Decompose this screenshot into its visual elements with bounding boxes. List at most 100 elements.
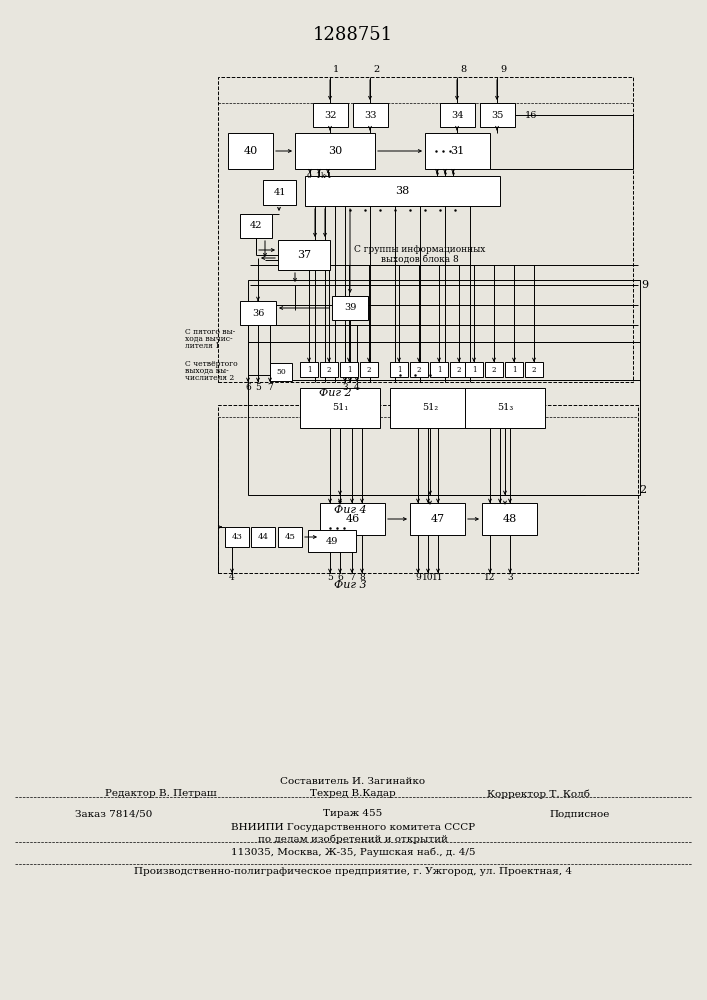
Bar: [305, 176, 500, 206]
Text: 16: 16: [525, 110, 537, 119]
Text: 49: 49: [326, 536, 338, 546]
Bar: [340, 362, 358, 377]
Text: 51₂: 51₂: [422, 403, 438, 412]
Text: 4: 4: [354, 382, 360, 391]
Text: 34: 34: [451, 110, 464, 119]
Text: С пятого вы-: С пятого вы-: [185, 328, 235, 336]
Bar: [505, 362, 523, 377]
Text: 42: 42: [250, 222, 262, 231]
Text: Фиг 4: Фиг 4: [334, 505, 366, 515]
Bar: [248, 280, 640, 495]
Text: 9: 9: [415, 574, 421, 582]
Text: 39: 39: [344, 304, 356, 312]
Bar: [465, 388, 545, 428]
Text: 37: 37: [297, 250, 311, 260]
Text: 32: 32: [325, 110, 337, 119]
Text: Корректор Т. Колб: Корректор Т. Колб: [487, 789, 590, 799]
Text: 2: 2: [373, 65, 379, 74]
Bar: [480, 103, 515, 127]
Bar: [525, 362, 543, 377]
Bar: [278, 527, 302, 547]
Text: 11: 11: [432, 574, 444, 582]
Text: 1288751: 1288751: [313, 26, 393, 44]
Text: k-1: k-1: [321, 172, 333, 180]
Text: 8: 8: [359, 574, 365, 582]
Text: Заказ 7814/50: Заказ 7814/50: [75, 810, 153, 818]
Bar: [410, 362, 428, 377]
Bar: [353, 103, 388, 127]
Text: выходов блока 8: выходов блока 8: [381, 254, 459, 263]
Text: 12: 12: [484, 574, 496, 582]
Text: 1: 1: [437, 365, 441, 373]
Bar: [263, 180, 296, 205]
Text: 41: 41: [273, 188, 286, 197]
Text: 35: 35: [491, 110, 503, 119]
Text: ВНИИПИ Государственного комитета СССР: ВНИИПИ Государственного комитета СССР: [231, 824, 475, 832]
Text: 2: 2: [327, 365, 332, 373]
Text: 44: 44: [257, 533, 269, 541]
Text: 6: 6: [245, 382, 251, 391]
Bar: [240, 214, 272, 238]
Text: 30: 30: [328, 146, 342, 156]
Bar: [390, 362, 408, 377]
Text: 2: 2: [367, 365, 371, 373]
Bar: [450, 362, 468, 377]
Bar: [332, 296, 368, 320]
Text: 8: 8: [460, 65, 466, 74]
Text: 47: 47: [431, 514, 445, 524]
Text: 6: 6: [337, 574, 343, 582]
Bar: [295, 133, 375, 169]
Text: 1: 1: [472, 365, 477, 373]
Bar: [320, 362, 338, 377]
Text: 50: 50: [276, 368, 286, 376]
Text: выхода вы-: выхода вы-: [185, 367, 229, 375]
Text: С четвёртого: С четвёртого: [185, 360, 238, 368]
Bar: [390, 388, 470, 428]
Text: 9: 9: [500, 65, 506, 74]
Bar: [228, 133, 273, 169]
Bar: [485, 362, 503, 377]
Text: 10: 10: [422, 574, 434, 582]
Text: Производственно-полиграфическое предприятие, г. Ужгород, ул. Проектная, 4: Производственно-полиграфическое предприя…: [134, 866, 572, 876]
Bar: [440, 103, 475, 127]
Text: 7: 7: [349, 574, 355, 582]
Bar: [251, 527, 275, 547]
Text: Фиг 3: Фиг 3: [334, 580, 366, 590]
Bar: [465, 362, 483, 377]
Text: Составитель И. Загинайко: Составитель И. Загинайко: [281, 778, 426, 786]
Text: Техред В.Кадар: Техред В.Кадар: [310, 790, 396, 798]
Text: Фиг 2: Фиг 2: [319, 388, 351, 398]
Text: 1: 1: [512, 365, 516, 373]
Text: 1: 1: [315, 172, 320, 180]
Text: 36: 36: [252, 308, 264, 318]
Text: числителя 2: числителя 2: [185, 374, 234, 382]
Bar: [270, 363, 292, 381]
Bar: [300, 362, 318, 377]
Text: 2: 2: [532, 365, 536, 373]
Text: 1: 1: [397, 365, 402, 373]
Text: 5: 5: [255, 382, 261, 391]
Bar: [225, 527, 249, 547]
Text: 0: 0: [307, 172, 312, 180]
Text: С группы информационных: С группы информационных: [354, 245, 486, 254]
Bar: [218, 77, 633, 382]
Bar: [360, 362, 378, 377]
Text: 40: 40: [243, 146, 257, 156]
Text: 3: 3: [507, 574, 513, 582]
Text: 1: 1: [307, 365, 311, 373]
Text: 3: 3: [342, 382, 348, 391]
Text: Редактор В. Петраш: Редактор В. Петраш: [105, 790, 216, 798]
Text: 38: 38: [395, 186, 409, 196]
Bar: [313, 103, 348, 127]
Text: 46: 46: [346, 514, 360, 524]
Text: Тираж 455: Тираж 455: [323, 810, 382, 818]
Text: 2: 2: [457, 365, 461, 373]
Text: лителя 1: лителя 1: [185, 342, 220, 350]
Bar: [320, 503, 385, 535]
Text: 5: 5: [327, 574, 333, 582]
Text: по делам изобретений и открытий: по делам изобретений и открытий: [258, 834, 448, 844]
Text: 113035, Москва, Ж-35, Раушская наб., д. 4/5: 113035, Москва, Ж-35, Раушская наб., д. …: [230, 847, 475, 857]
Bar: [300, 388, 380, 428]
Text: 1: 1: [333, 65, 339, 74]
Text: 9: 9: [641, 280, 648, 290]
